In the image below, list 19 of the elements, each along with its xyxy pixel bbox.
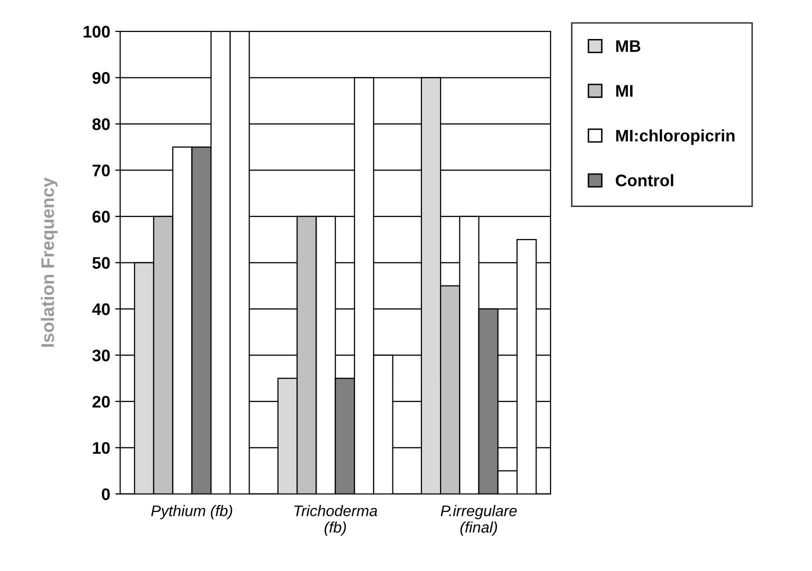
y-tick-label: 10: [92, 442, 110, 454]
x-tick-label: Trichoderma (fb): [294, 505, 378, 536]
x-tick-label: Pythium (fb): [151, 505, 232, 520]
legend-label: MI: [616, 85, 633, 97]
x-tick-label: P.irregulare (final): [440, 505, 517, 536]
y-tick-label: 20: [92, 396, 110, 408]
y-tick-label: 50: [92, 257, 110, 269]
y-axis-title: Isolation Frequency: [40, 177, 58, 347]
y-tick-label: 70: [92, 164, 110, 176]
legend-label: Control: [616, 174, 674, 186]
legend-label: MB: [616, 40, 640, 52]
legend-label: MI:chloropicrin: [616, 129, 734, 145]
y-tick-label: 90: [92, 72, 110, 84]
y-tick-label: 80: [92, 118, 110, 130]
y-tick-label: 60: [92, 210, 110, 223]
y-tick-label: 30: [92, 350, 110, 362]
y-tick-label: 40: [92, 303, 110, 316]
y-tick-label: 100: [84, 26, 110, 38]
y-tick-label: 0: [102, 488, 110, 500]
